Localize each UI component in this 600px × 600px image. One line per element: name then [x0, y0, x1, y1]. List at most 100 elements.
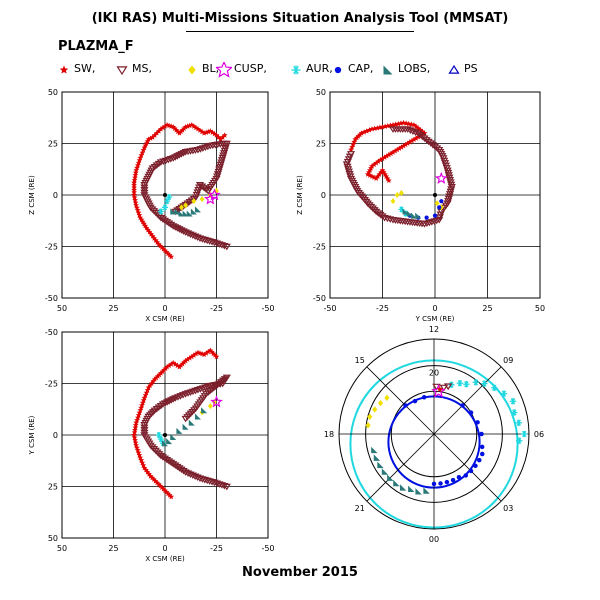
data-point: [145, 227, 151, 233]
data-point: [439, 199, 444, 204]
data-point: [387, 474, 394, 481]
data-point: [377, 461, 384, 469]
data-point: [191, 194, 200, 201]
data-point: [131, 192, 137, 198]
data-point: [210, 350, 217, 357]
y-tick-label: -50: [45, 328, 58, 337]
data-point: [210, 395, 223, 408]
data-point: [168, 493, 174, 500]
legend-marker-big-star: [216, 62, 232, 78]
panel-2: -50 -25 0 25 50 50 25 0 -25 -50 Y CSM (RE) Z CSM (R…: [296, 88, 545, 323]
data-point: [191, 352, 197, 358]
x-axis-label: X CSM (RE): [145, 315, 185, 323]
data-point: [139, 149, 146, 156]
data-point: [349, 144, 355, 150]
data-point: [182, 357, 189, 364]
series-aur: [157, 194, 173, 215]
data-point: [159, 244, 165, 250]
data-point: [181, 415, 190, 423]
data-point: [158, 370, 164, 376]
data-point: [203, 350, 210, 356]
data-point: [133, 202, 139, 208]
data-point: [361, 129, 367, 135]
data-point: [217, 136, 224, 142]
series-bl: [365, 394, 390, 429]
title-underline: [186, 31, 414, 32]
hour-label: 15: [355, 356, 365, 365]
data-point: [491, 384, 498, 391]
data-point: [134, 444, 140, 451]
data-point: [447, 184, 456, 191]
earth-origin: [163, 193, 167, 197]
data-point: [157, 243, 164, 249]
data-point: [158, 126, 164, 132]
data-point: [162, 365, 169, 371]
y-axis-label: Z CSM (RE): [28, 175, 36, 215]
data-point: [160, 486, 167, 492]
data-point: [205, 128, 212, 135]
data-point: [181, 125, 187, 131]
x-axis-label: Y CSM (RE): [415, 315, 455, 323]
data-point: [374, 210, 383, 217]
data-point: [439, 384, 449, 392]
data-point: [194, 206, 201, 213]
data-point: [131, 179, 137, 186]
data-point: [179, 127, 186, 133]
legend-marker-diamond: [188, 65, 196, 75]
data-point: [166, 362, 172, 369]
x-tick-label: 25: [482, 304, 492, 313]
data-point: [153, 374, 160, 381]
legend-marker-triangle-up: [448, 64, 460, 74]
data-point: [195, 349, 201, 355]
data-point: [516, 437, 523, 444]
data-point: [515, 419, 522, 427]
data-point: [184, 123, 191, 129]
x-tick-label: -50: [261, 304, 274, 313]
data-point: [136, 409, 143, 416]
data-point: [138, 457, 145, 463]
data-point: [131, 432, 137, 438]
x-tick-label: 0: [162, 304, 167, 313]
data-point: [188, 419, 195, 426]
series-bl: [390, 189, 444, 211]
data-point: [199, 196, 205, 203]
data-point: [136, 452, 143, 458]
data-point: [390, 198, 396, 205]
data-point: [456, 380, 464, 387]
data-point: [372, 208, 381, 216]
data-point: [168, 253, 174, 260]
data-point: [443, 200, 452, 208]
data-point: [399, 484, 407, 491]
data-point: [374, 173, 381, 179]
data-point: [445, 191, 455, 198]
data-point: [152, 478, 159, 484]
y-tick-label: 0: [53, 191, 58, 200]
plot-frame: [61, 331, 269, 539]
data-point: [153, 130, 160, 136]
data-point: [355, 133, 362, 139]
data-point: [132, 427, 138, 433]
data-point: [133, 167, 139, 173]
data-point: [195, 126, 201, 132]
data-point: [353, 134, 360, 141]
data-point: [424, 215, 429, 220]
data-point: [365, 422, 371, 429]
legend-label: CAP,: [348, 62, 374, 75]
x-axis-label: X CSM (RE): [145, 555, 185, 563]
data-point: [176, 364, 183, 370]
data-point: [509, 398, 517, 405]
data-point: [131, 177, 138, 183]
data-point: [162, 487, 168, 493]
data-point: [149, 134, 156, 140]
data-point: [472, 379, 480, 386]
data-point: [445, 174, 454, 182]
data-point: [366, 127, 373, 133]
data-point: [446, 188, 455, 196]
date-footer: November 2015: [242, 565, 358, 580]
hour-label: 18: [324, 430, 334, 439]
data-point: [132, 172, 139, 178]
series-ms: [342, 126, 456, 228]
data-point: [445, 193, 454, 201]
series-lobs: [162, 407, 208, 447]
